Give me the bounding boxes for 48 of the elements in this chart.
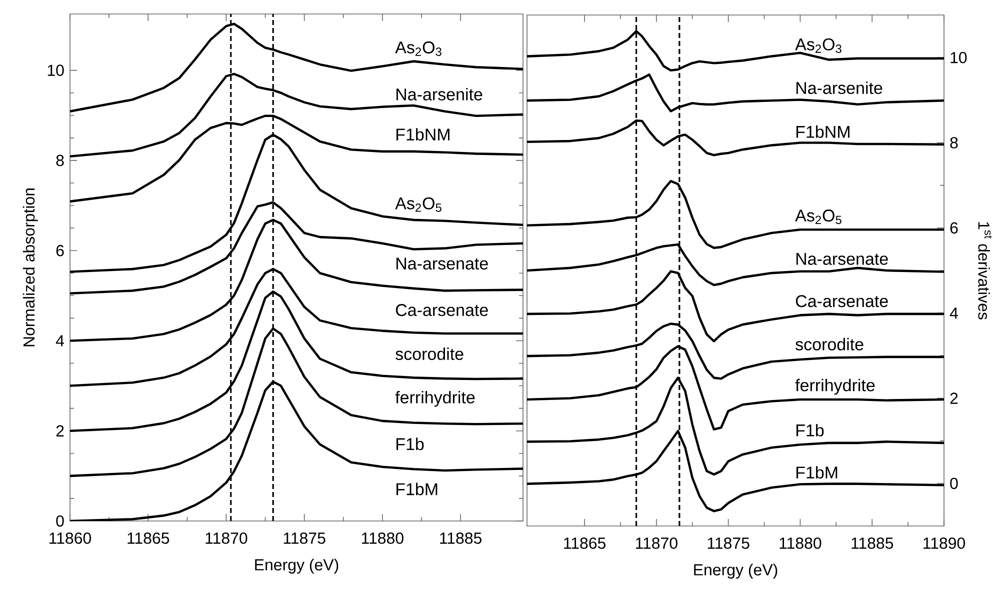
x-tick-label: 11880 bbox=[780, 538, 822, 549]
series-label: ferrihydrite bbox=[795, 378, 875, 395]
series-label: scorodite bbox=[796, 338, 864, 350]
x-tick-label: 11870 bbox=[636, 538, 678, 549]
x-tick-label: 11885 bbox=[440, 532, 482, 544]
series-label: F1bM bbox=[396, 482, 438, 496]
y-tick-label: 8 bbox=[56, 154, 64, 166]
x-tick-label: 11885 bbox=[852, 538, 894, 549]
x-tick-label: 11860 bbox=[50, 532, 92, 544]
series-label: Na-arsenate bbox=[396, 258, 488, 270]
y-axis-title: Normalized absorption bbox=[22, 188, 38, 346]
x-tick-label: 11875 bbox=[284, 532, 326, 544]
series-label: As$_{2}$O$_{5}$ bbox=[395, 197, 442, 212]
series-label: As$_{2}$O$_{3}$ bbox=[795, 38, 842, 53]
series-label: F1b bbox=[396, 438, 424, 450]
series-label: Ca-arsenate bbox=[796, 295, 888, 308]
x-tick-label: 11870 bbox=[206, 532, 248, 544]
series-label: ferrihydrite bbox=[395, 390, 475, 407]
y2-tick-label: 0 bbox=[950, 478, 958, 490]
y2-axis-title: 1$^{st}$ derivatives bbox=[978, 222, 992, 320]
y2-tick-label: 10 bbox=[950, 52, 967, 64]
x-tick-label: 11865 bbox=[564, 538, 606, 549]
series-label: F1bNM bbox=[796, 125, 850, 138]
y-tick-label: 4 bbox=[56, 335, 64, 346]
x-tick-label: 11875 bbox=[708, 538, 750, 549]
y-tick-label: 6 bbox=[56, 244, 64, 256]
series-label: F1bM bbox=[796, 466, 838, 479]
y2-tick-label: 8 bbox=[950, 137, 958, 148]
series-label: scorodite bbox=[396, 348, 464, 360]
y2-tick-label: 2 bbox=[950, 392, 958, 404]
series-label: F1bNM bbox=[396, 128, 450, 141]
series-label: Na-arsenite bbox=[796, 82, 882, 94]
x-axis-title: Energy (eV) bbox=[255, 558, 338, 574]
series-label: As$_{2}$O$_{3}$ bbox=[395, 41, 442, 56]
series-label: As$_{2}$O$_{5}$ bbox=[795, 210, 842, 224]
y-tick-label: 2 bbox=[56, 425, 64, 436]
x-tick-label: 11865 bbox=[128, 532, 170, 544]
y-tick-label: 0 bbox=[56, 515, 64, 527]
x-axis-title: Energy (eV) bbox=[694, 564, 778, 579]
series-label: Na-arsenate bbox=[796, 253, 888, 265]
series-label: F1b bbox=[796, 424, 824, 436]
y-tick-label: 10 bbox=[48, 64, 64, 76]
x-tick-label: 11890 bbox=[924, 538, 966, 549]
x-tick-label: 11880 bbox=[362, 532, 404, 544]
y2-tick-label: 6 bbox=[950, 222, 958, 234]
series-label: Ca-arsenate bbox=[396, 304, 488, 316]
y2-tick-label: 4 bbox=[950, 308, 958, 319]
series-label: Na-arsenite bbox=[396, 88, 482, 100]
